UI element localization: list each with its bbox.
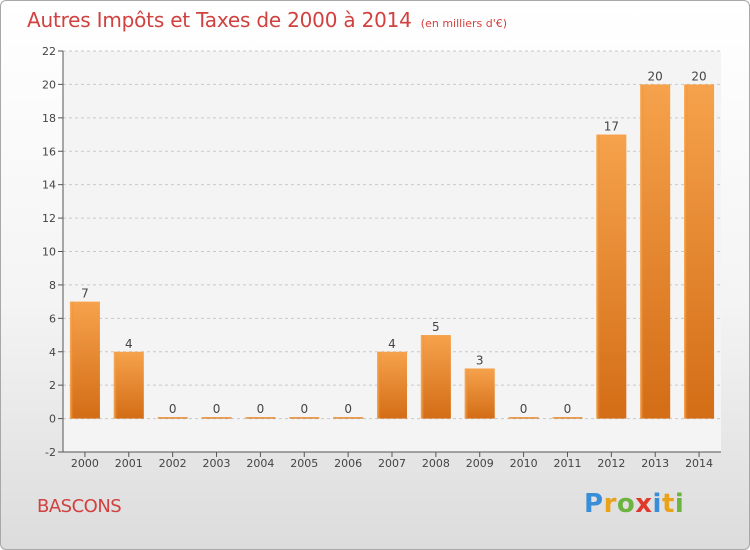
data-label: 20 [648,69,663,83]
bar [508,417,539,419]
x-tick-label: 2004 [246,457,274,470]
data-label: 3 [476,353,484,367]
bar-highlight [640,84,645,419]
x-tick-label: 2007 [378,457,406,470]
x-tick-label: 2001 [115,457,143,470]
data-label: 20 [691,69,706,83]
y-tick-label: -2 [45,446,56,459]
bar-highlight [113,351,118,419]
bar [245,417,276,419]
logo-letter: t [661,489,675,519]
y-tick-label: 8 [49,279,56,292]
y-tick-label: 22 [42,45,56,58]
bar [69,301,100,419]
chart-title-text: Autres Impôts et Taxes de 2000 à 2014 [27,8,412,32]
data-label: 0 [300,402,308,416]
bar-highlight [245,417,250,419]
x-tick-label: 2000 [71,457,99,470]
y-tick-label: 14 [42,179,56,192]
data-label: 0 [520,402,528,416]
bar-highlight [420,335,425,419]
y-tick-label: 12 [42,212,56,225]
x-tick-label: 2014 [685,457,713,470]
bar [201,417,232,419]
data-label: 4 [125,337,133,351]
place-name: BASCONS [37,496,122,517]
x-tick-label: 2009 [466,457,494,470]
bar [289,417,320,419]
data-label: 5 [432,320,440,334]
bar-highlight [201,417,206,419]
data-label: 0 [213,402,221,416]
chart-unit-note: (en milliers d'€) [420,17,508,30]
x-tick-label: 2013 [641,457,669,470]
y-tick-label: 2 [49,379,56,392]
logo-letter: x [635,489,653,519]
data-label: 0 [564,402,572,416]
bar [377,351,407,419]
bar [684,84,715,419]
bar-highlight [69,301,74,419]
data-label: 0 [257,402,265,416]
data-label: 7 [81,287,89,301]
y-tick-label: 4 [49,346,56,359]
bar [157,417,188,419]
x-tick-label: 2012 [597,457,625,470]
y-tick-label: 20 [42,78,56,91]
proxiti-logo: Proxiti [584,489,684,519]
logo-letter: r [603,489,617,519]
bar-highlight [508,417,513,419]
x-tick-label: 2005 [290,457,318,470]
x-tick-label: 2010 [510,457,538,470]
bar-highlight [289,417,294,419]
logo-letter: i [674,489,685,519]
logo-letter: P [584,489,604,519]
bar-highlight [157,417,162,419]
bar-highlight [464,368,469,419]
bar [552,417,583,419]
x-tick-label: 2002 [159,457,187,470]
bar [113,351,144,419]
y-tick-label: 16 [42,145,56,158]
bar-highlight [333,417,338,419]
data-label: 0 [169,402,177,416]
chart-title: Autres Impôts et Taxes de 2000 à 2014 (e… [27,8,507,32]
y-tick-label: 18 [42,112,56,125]
bar [464,368,495,419]
data-label: 17 [604,120,619,134]
bar [640,84,671,419]
y-tick-label: 0 [49,413,56,426]
bar-highlight [684,84,689,419]
x-tick-label: 2011 [553,457,581,470]
x-tick-label: 2003 [203,457,231,470]
bar-highlight [596,134,601,419]
y-tick-label: 10 [42,246,56,259]
bar-highlight [552,417,557,419]
logo-letter: o [616,489,636,519]
y-tick-label: 6 [49,312,56,325]
bar [333,417,364,419]
bar-highlight [377,351,381,419]
x-tick-label: 2008 [422,457,450,470]
data-label: 4 [388,337,396,351]
logo-letter: i [652,489,662,519]
bar [596,134,627,419]
bar [420,335,451,419]
data-label: 0 [344,402,352,416]
x-tick-label: 2006 [334,457,362,470]
